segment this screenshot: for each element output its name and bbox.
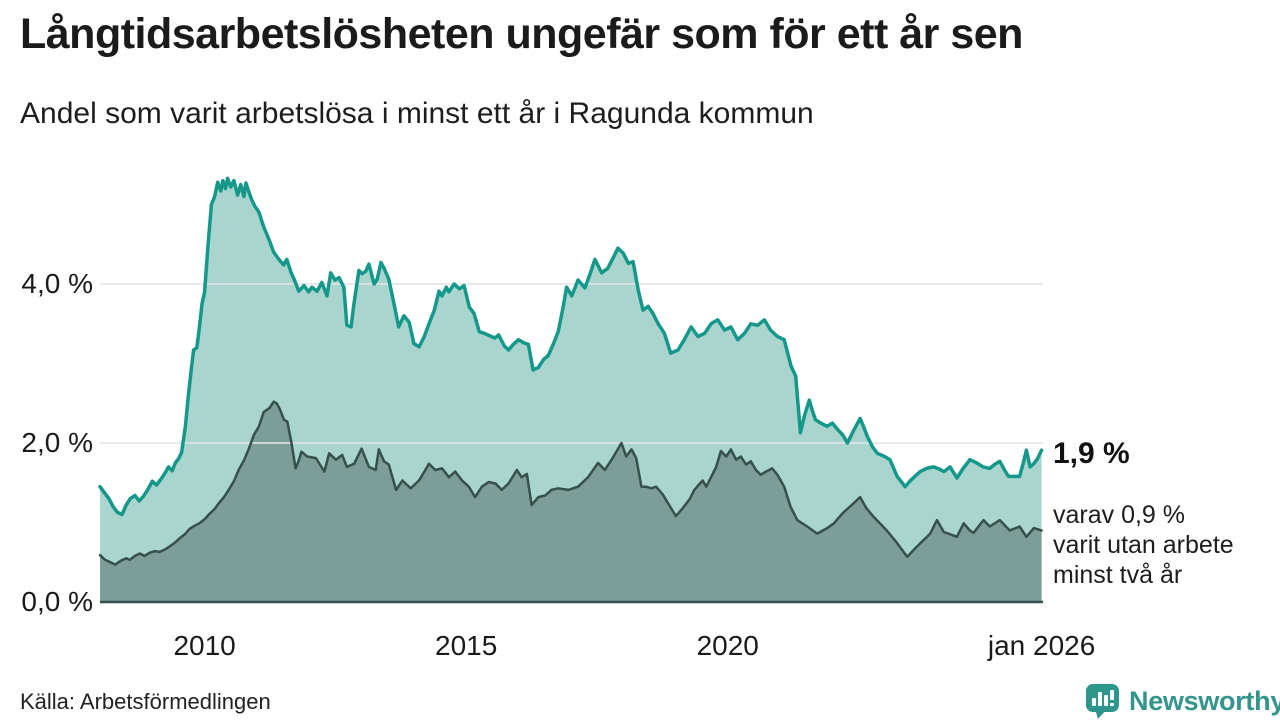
latest-value-label: 1,9 % bbox=[1053, 437, 1130, 470]
secondary-value-label: varav 0,9 % varit utan arbete minst två … bbox=[1053, 500, 1234, 590]
secondary-value-line: varit utan arbete bbox=[1053, 531, 1234, 559]
series-line bbox=[98, 176, 1044, 517]
series-line bbox=[98, 400, 1043, 566]
y-tick-label: 2,0 % bbox=[21, 427, 93, 458]
series-area bbox=[100, 178, 1042, 603]
x-tick-label: 2020 bbox=[696, 630, 759, 661]
newsworthy-icon bbox=[1086, 684, 1119, 719]
newsworthy-logo: Newsworthy bbox=[1084, 683, 1280, 720]
newsworthy-wordmark: Newsworthy bbox=[1129, 686, 1280, 716]
secondary-value-line: varav 0,9 % bbox=[1053, 501, 1186, 529]
series-area bbox=[100, 401, 1042, 602]
x-tick-label: 2015 bbox=[435, 630, 498, 661]
x-tick-label: jan 2026 bbox=[987, 630, 1096, 661]
y-tick-label: 4,0 % bbox=[21, 268, 93, 299]
secondary-value-line: minst två år bbox=[1053, 561, 1183, 589]
page-title: Långtidsarbetslösheten ungefär som för e… bbox=[20, 10, 1023, 58]
source-label: Källa: Arbetsförmedlingen bbox=[20, 689, 271, 714]
chart-subtitle: Andel som varit arbetslösa i minst ett å… bbox=[20, 97, 814, 130]
y-tick-label: 0,0 % bbox=[21, 586, 93, 617]
x-tick-label: 2010 bbox=[173, 630, 236, 661]
